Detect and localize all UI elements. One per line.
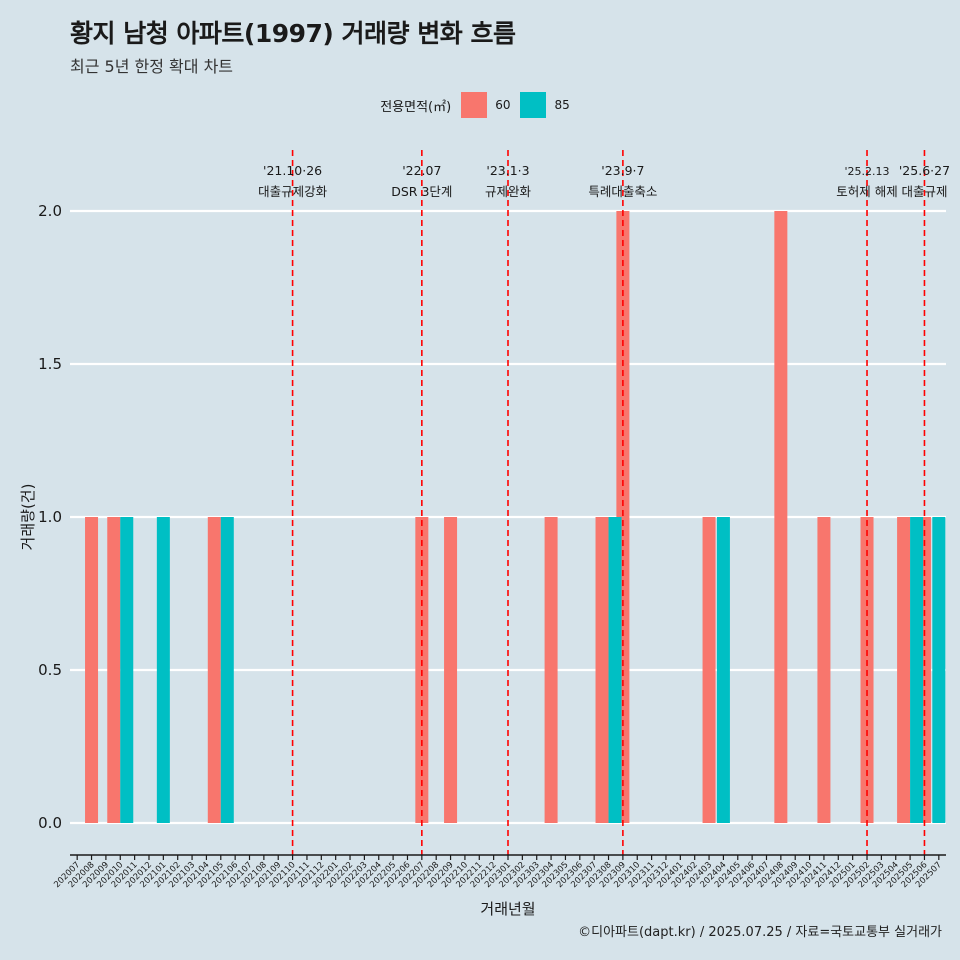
bar-60-202411 xyxy=(817,517,831,823)
event-date-label: '25.2.13 xyxy=(845,165,890,178)
event-name-label: 특례대출축소 xyxy=(588,184,657,199)
bar-85-202505 xyxy=(910,517,924,823)
bar-60-202105 xyxy=(207,517,221,823)
legend-key-60 xyxy=(461,92,488,118)
event-date-label: '25.6·27 xyxy=(899,163,950,178)
y-tick-label: 1.5 xyxy=(38,355,62,373)
bar-85-202507 xyxy=(932,517,946,823)
source-caption: ©디아파트(dapt.kr) / 2025.07.25 / 자료=국토교통부 실… xyxy=(578,925,942,940)
bar-85-202010 xyxy=(120,517,134,823)
bar-60-202010 xyxy=(107,517,121,823)
chart-subtitle: 최근 5년 한정 확대 차트 xyxy=(70,57,234,76)
y-tick-label: 0.5 xyxy=(38,661,62,679)
bar-60-202408 xyxy=(774,211,788,823)
event-name-label: 대출규제 xyxy=(901,184,947,199)
legend-label-85: 85 xyxy=(554,98,570,112)
bar-85-202404 xyxy=(716,517,730,823)
legend-title: 전용면적(㎡) xyxy=(380,99,452,115)
event-date-label: '21.10·26 xyxy=(263,163,322,178)
bar-85-202308 xyxy=(608,517,622,823)
bar-60-202304 xyxy=(544,517,558,823)
bar-60-202505 xyxy=(897,517,911,823)
bar-85-202105 xyxy=(220,517,234,823)
event-name-label: DSR 3단계 xyxy=(391,184,452,199)
event-name-label: 대출규제강화 xyxy=(258,184,328,199)
y-tick-label: 2.0 xyxy=(38,202,62,220)
event-date-label: '23.1·3 xyxy=(486,163,529,178)
bar-60-202308 xyxy=(595,517,609,823)
x-axis-title: 거래년월 xyxy=(480,900,535,918)
legend-key-85 xyxy=(520,92,547,118)
bar-60-202008 xyxy=(85,517,99,823)
bar-60-202209 xyxy=(444,517,458,823)
event-date-label: '23.9·7 xyxy=(601,163,644,178)
event-name-label: 토허제 해제 xyxy=(836,184,897,199)
event-date-label: '22.07 xyxy=(402,163,441,178)
bar-60-202403 xyxy=(702,517,716,823)
legend: 전용면적(㎡) 60 85 xyxy=(0,92,960,118)
bar-85-202101 xyxy=(156,517,170,823)
chart-title: 황지 남청 아파트(1997) 거래량 변화 흐름 xyxy=(70,19,516,48)
y-axis-title: 거래량(건) xyxy=(19,484,37,551)
y-tick-label: 1.0 xyxy=(38,508,62,526)
legend-label-60: 60 xyxy=(495,98,511,112)
y-tick-label: 0.0 xyxy=(38,814,62,832)
event-name-label: 규제완화 xyxy=(485,184,532,199)
